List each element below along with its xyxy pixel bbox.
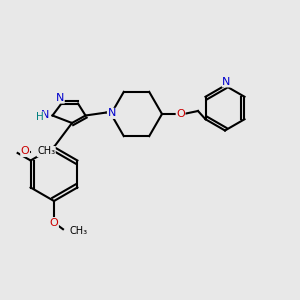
Text: O: O bbox=[21, 146, 29, 157]
Text: H: H bbox=[36, 112, 44, 122]
Text: O: O bbox=[50, 218, 58, 229]
Text: CH₃: CH₃ bbox=[70, 226, 88, 236]
Text: N: N bbox=[41, 110, 49, 121]
Text: N: N bbox=[107, 108, 116, 118]
Text: N: N bbox=[222, 77, 231, 87]
Text: O: O bbox=[176, 109, 185, 119]
Text: CH₃: CH₃ bbox=[37, 146, 55, 157]
Text: N: N bbox=[56, 93, 64, 103]
